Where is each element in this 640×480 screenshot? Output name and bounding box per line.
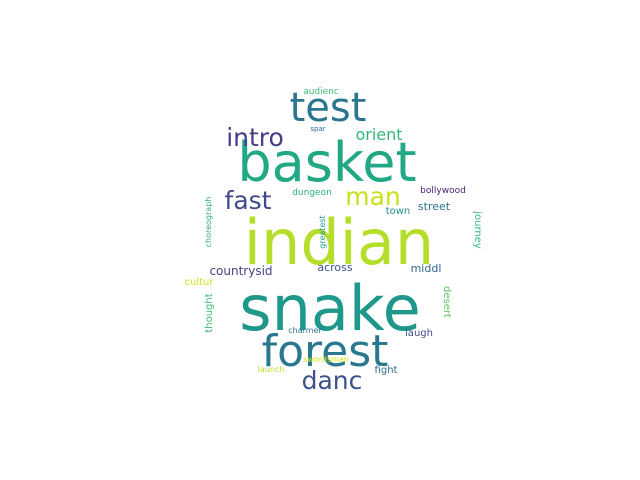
word-fight: fight: [375, 365, 398, 376]
word-countrysid: countrysid: [209, 264, 272, 278]
word-danc: danc: [302, 366, 363, 395]
word-desert: desert: [441, 286, 452, 318]
word-test: test: [290, 85, 367, 131]
word-street: street: [418, 200, 451, 213]
word-forest: forest: [262, 326, 389, 377]
word-across: across: [317, 261, 353, 274]
word-journey: journey: [472, 210, 483, 249]
word-town: town: [386, 206, 411, 217]
word-indian: indian: [244, 206, 434, 279]
word-spar: spar: [310, 125, 325, 133]
word-orient: orient: [355, 125, 402, 144]
word-thought: thought: [204, 293, 215, 332]
word-basket: basket: [237, 131, 416, 194]
word-bollywood: bollywood: [420, 186, 466, 196]
word-choreograph: choreograph: [204, 197, 213, 248]
word-swordsman: swordsman: [303, 355, 349, 364]
word-launch: launch: [258, 365, 285, 374]
word-audienc: audienc: [303, 87, 339, 97]
word-intro: intro: [226, 123, 284, 152]
word-dungeon: dungeon: [292, 188, 332, 198]
word-snake: snake: [239, 272, 420, 345]
word-laugh: laugh: [405, 328, 433, 339]
word-man: man: [345, 182, 401, 211]
word-middl: middl: [411, 262, 442, 275]
word-fast: fast: [225, 186, 272, 215]
word-charmer: charmer: [288, 326, 322, 335]
word-greatest: greatest: [318, 215, 327, 248]
word-cultur: cultur: [185, 277, 215, 288]
